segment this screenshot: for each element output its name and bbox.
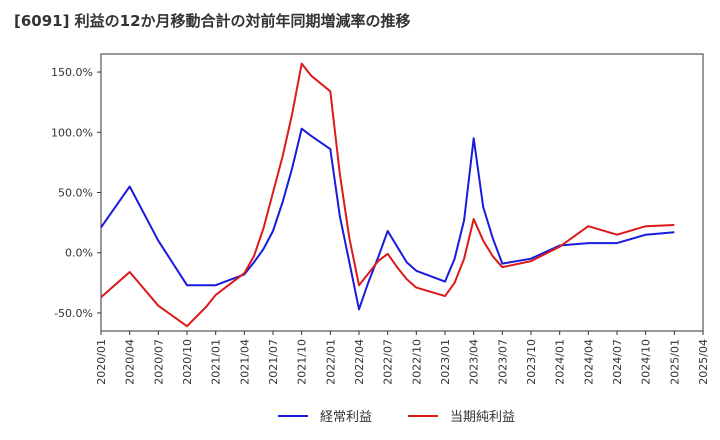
x-tick-label: 2024/04: [582, 339, 595, 385]
x-tick-label: 2020/01: [95, 339, 108, 385]
x-tick-label: 2023/04: [468, 339, 481, 385]
x-tick-label: 2021/10: [296, 339, 309, 385]
x-tick-label: 2022/04: [353, 339, 366, 385]
chart-title: [6091] 利益の12か月移動合計の対前年同期増減率の推移: [14, 12, 411, 30]
plot-frame: [100, 53, 704, 332]
legend-label: 当期純利益: [450, 410, 515, 425]
y-tick-label: 150.0%: [51, 66, 93, 79]
legend: 経常利益 当期純利益: [278, 410, 515, 425]
x-tick-label: 2023/01: [439, 339, 452, 385]
x-tick-label: 2021/07: [267, 339, 280, 385]
x-tick-label: 2021/01: [210, 339, 223, 385]
x-tick-label: 2022/10: [410, 339, 423, 385]
x-tick-label: 2021/04: [238, 339, 251, 385]
series-lines: [100, 62, 675, 328]
axes: 150.0% 100.0% 50.0% 0.0% -50.0% 2020/01 2020/0…: [51, 53, 710, 385]
legend-label: 経常利益: [320, 410, 372, 425]
x-tick-label: 2024/07: [611, 339, 624, 385]
y-tick-label: 0.0%: [65, 247, 93, 260]
x-tick-label: 2025/04: [697, 339, 710, 385]
x-tick-label: 2025/01: [668, 339, 681, 385]
x-tick-label: 2020/04: [124, 339, 137, 385]
y-tick-label: -50.0%: [54, 307, 93, 320]
y-tick-label: 50.0%: [58, 187, 93, 200]
x-tick-label: 2023/07: [496, 339, 509, 385]
series-line-keijo-rieki: [100, 127, 675, 311]
x-tick-label: 2020/07: [152, 339, 165, 385]
x-tick-label: 2023/10: [525, 339, 538, 385]
x-tick-label: 2022/07: [382, 339, 395, 385]
x-tick-label: 2024/01: [554, 339, 567, 385]
series-line-toki-jun-rieki: [100, 62, 675, 328]
x-tick-label: 2020/10: [181, 339, 194, 385]
x-tick-label: 2022/01: [324, 339, 337, 385]
y-tick-label: 100.0%: [51, 126, 93, 139]
x-tick-label: 2024/10: [640, 339, 653, 385]
